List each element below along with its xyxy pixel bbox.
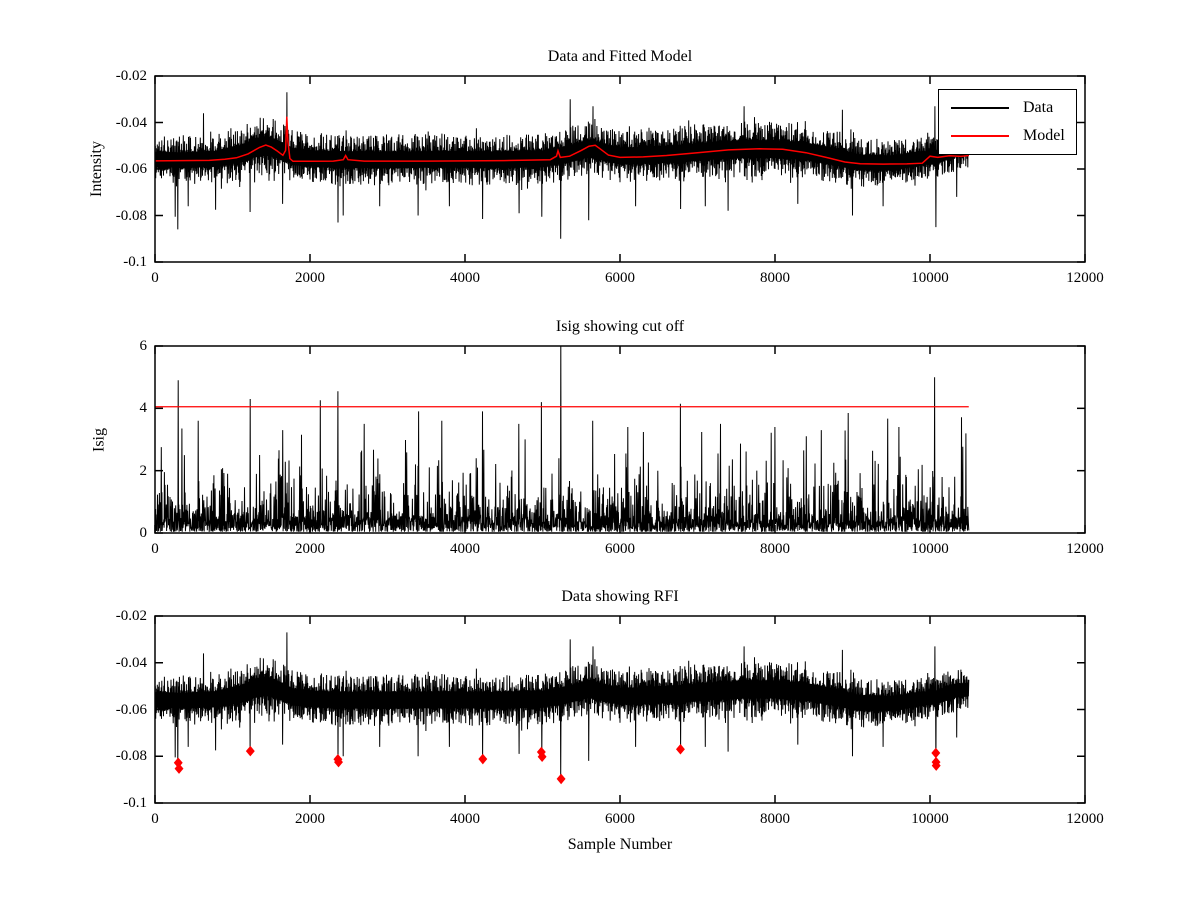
tick-label: 2000 bbox=[295, 811, 325, 827]
legend-line-sample-data bbox=[951, 107, 1009, 110]
tick-label: 8000 bbox=[760, 811, 790, 827]
tick-label: -0.08 bbox=[115, 207, 147, 224]
tick-label: 10000 bbox=[911, 541, 949, 557]
tick-label: 10000 bbox=[911, 270, 949, 286]
tick-label: -0.02 bbox=[115, 68, 147, 84]
tick-label: 0 bbox=[151, 811, 159, 827]
tick-label: 0 bbox=[151, 270, 159, 286]
tick-label: 8000 bbox=[760, 270, 790, 286]
tick-label: 10000 bbox=[911, 811, 949, 827]
legend-label-data: Data bbox=[1023, 99, 1054, 117]
tick-label: 12000 bbox=[1066, 270, 1104, 286]
tick-label: 4000 bbox=[450, 541, 480, 557]
tick-label: -0.02 bbox=[115, 608, 147, 624]
plot3-title: Data showing RFI bbox=[561, 588, 679, 605]
tick-label: 6 bbox=[139, 338, 148, 354]
tick-label: 12000 bbox=[1066, 541, 1104, 557]
legend: Data Model bbox=[938, 89, 1077, 155]
legend-label-model: Model bbox=[1023, 126, 1065, 144]
tick-label: -0.04 bbox=[115, 114, 147, 131]
tick-label: 6000 bbox=[605, 270, 635, 286]
tick-label: 12000 bbox=[1066, 811, 1104, 827]
tick-label: -0.06 bbox=[115, 161, 147, 177]
tick-label: 6000 bbox=[605, 541, 635, 557]
tick-label: 4000 bbox=[450, 270, 480, 286]
tick-label: -0.04 bbox=[115, 654, 147, 671]
tick-label: 2000 bbox=[295, 541, 325, 557]
tick-label: 4000 bbox=[450, 811, 480, 827]
tick-label: -0.1 bbox=[123, 254, 147, 270]
tick-label: 4 bbox=[139, 400, 148, 417]
tick-label: 2000 bbox=[295, 270, 325, 286]
plot1-title: Data and Fitted Model bbox=[547, 48, 693, 65]
plot2-title: Isig showing cut off bbox=[555, 318, 685, 335]
tick-label: 2 bbox=[139, 462, 148, 479]
plot3-xlabel: Sample Number bbox=[567, 836, 673, 853]
plot2-ylabel: Isig bbox=[90, 428, 108, 452]
legend-entry-model: Model bbox=[939, 127, 1076, 145]
tick-label: -0.08 bbox=[115, 748, 147, 765]
legend-line-sample-model bbox=[951, 134, 1009, 137]
tick-label: 8000 bbox=[760, 541, 790, 557]
tick-label: 0 bbox=[139, 525, 148, 541]
tick-label: 0 bbox=[151, 541, 159, 557]
tick-label: 6000 bbox=[605, 811, 635, 827]
tick-label: -0.06 bbox=[115, 701, 147, 718]
tick-label: -0.1 bbox=[123, 795, 147, 811]
legend-entry-data: Data bbox=[939, 99, 1076, 117]
